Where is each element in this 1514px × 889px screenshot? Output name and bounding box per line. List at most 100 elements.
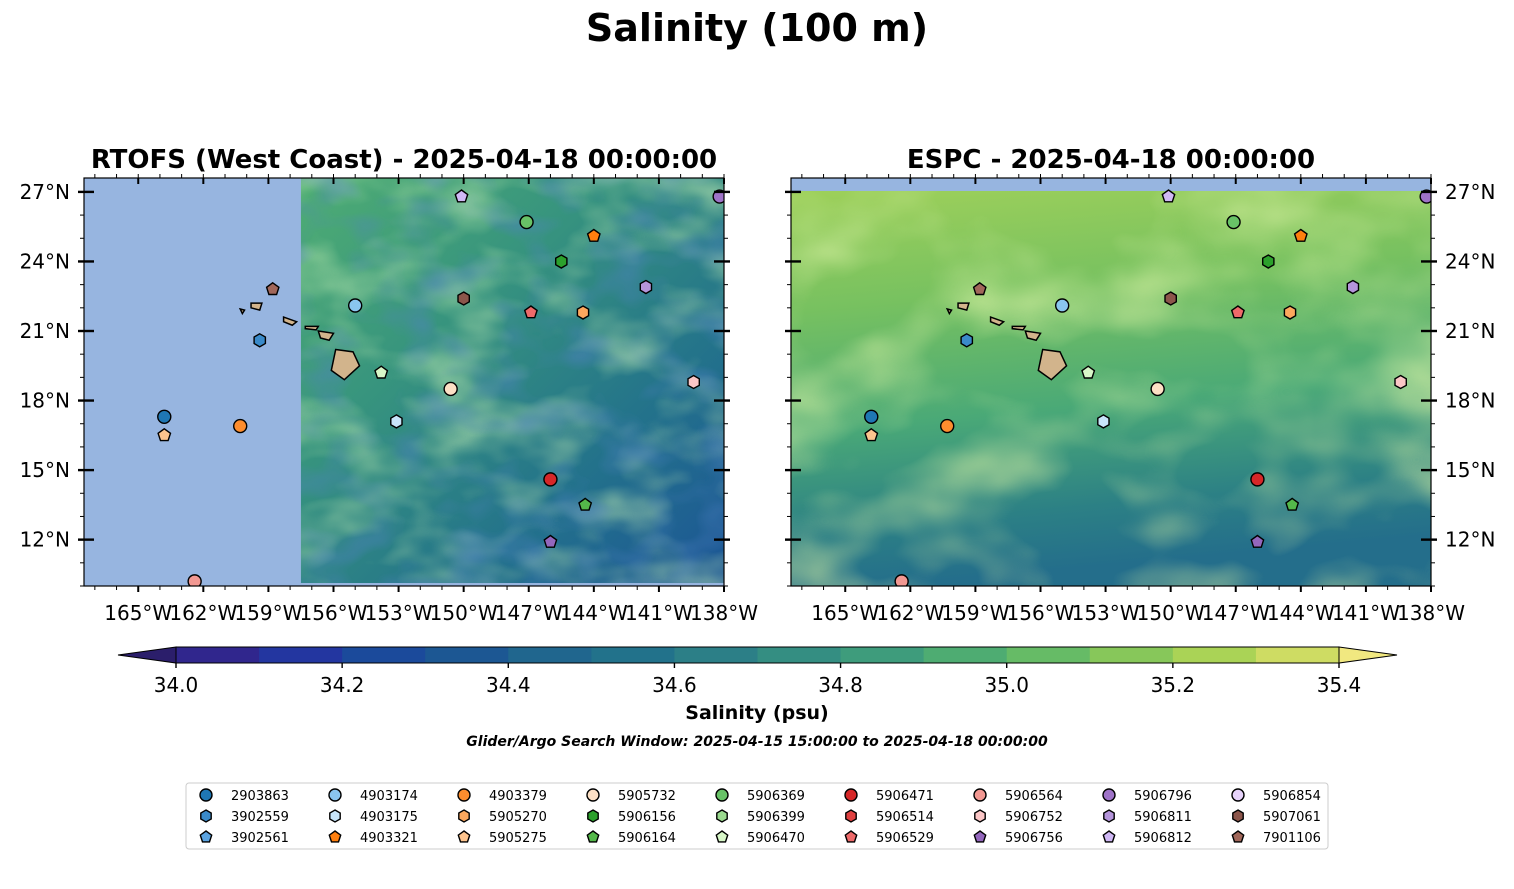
float-marker-5905275 — [864, 427, 879, 442]
legend-marker-icon — [586, 788, 600, 802]
colorbar-bin — [342, 647, 426, 663]
legend-label: 5905732 — [618, 789, 676, 804]
rtofs-map — [84, 178, 724, 586]
x-tick-label: 162°W — [876, 601, 944, 625]
legend-item-5907061: 5907061 — [1232, 809, 1321, 825]
legend-marker-icon — [716, 809, 728, 823]
legend-marker-icon — [328, 830, 342, 843]
legend-marker-icon — [458, 809, 470, 823]
espc-map — [791, 178, 1431, 586]
rtofs-hawaii-islands — [238, 302, 361, 381]
legend-label: 3902561 — [231, 831, 289, 846]
float-marker-5906564 — [187, 574, 202, 586]
float-marker-4903321 — [586, 228, 601, 242]
espc-frame — [790, 177, 1432, 587]
x-tick-label: 156°W — [300, 601, 368, 625]
legend-marker-icon — [973, 788, 987, 802]
espc-salinity-field — [791, 191, 1431, 586]
float-marker-5906470 — [374, 365, 389, 379]
x-tick-label: 144°W — [1267, 601, 1335, 625]
float-marker-5906529 — [523, 305, 538, 319]
legend-label: 4903379 — [489, 789, 547, 804]
legend-label: 5907061 — [1263, 810, 1321, 825]
legend-marker-icon — [1103, 809, 1115, 823]
legend-item-5906756: 5906756 — [973, 830, 1063, 846]
float-marker-5906796 — [712, 189, 724, 204]
rtofs-y-axis: 27°N 24°N 21°N 18°N 15°N 12°N — [20, 180, 730, 587]
colorbar-tick-label: 34.6 — [652, 673, 697, 697]
float-marker-5906752 — [687, 374, 700, 390]
legend-marker-icon — [973, 830, 987, 843]
float-marker-5906164 — [1285, 497, 1300, 511]
y-tick-label: 18°N — [1445, 389, 1495, 413]
legend-label: 5906796 — [1134, 789, 1192, 804]
colorbar-bin — [425, 647, 509, 663]
legend-marker-icon — [457, 830, 471, 843]
y-tick-label: 12°N — [20, 528, 70, 552]
float-marker-2903863 — [864, 409, 879, 424]
colorbar-bin — [923, 647, 1008, 663]
legend-item-5906564: 5906564 — [973, 788, 1063, 804]
float-marker-5906529 — [1230, 305, 1245, 319]
legend-marker-icon — [844, 788, 858, 802]
legend-item-5906470: 5906470 — [715, 830, 805, 846]
legend-label: 5906529 — [876, 831, 934, 846]
espc-float-markers — [864, 189, 1431, 586]
legend-label: 5906164 — [618, 831, 676, 846]
x-tick-label: 153°W — [1072, 601, 1140, 625]
y-tick-label: 21°N — [1445, 319, 1495, 343]
legend-label: 5906752 — [1005, 810, 1063, 825]
legend-item-5906811: 5906811 — [1103, 809, 1192, 825]
espc-panel-title: ESPC - 2025-04-18 00:00:00 — [907, 145, 1315, 175]
legend-item-5906164: 5906164 — [586, 830, 676, 846]
legend-label: 4903321 — [360, 831, 418, 846]
colorbar-bin — [1172, 647, 1257, 663]
oahu-island — [282, 316, 299, 327]
legend-item-3902559: 3902559 — [200, 809, 289, 825]
legend-item-5906369: 5906369 — [715, 788, 805, 804]
float-marker-5906811 — [1346, 279, 1360, 295]
float-marker-4903174 — [1054, 298, 1070, 313]
float-marker-5906164 — [578, 497, 593, 511]
float-marker-5906470 — [1081, 365, 1096, 379]
legend-label: 4903175 — [360, 810, 418, 825]
colorbar-bin — [1006, 647, 1091, 663]
legend-item-5905270: 5905270 — [458, 809, 547, 825]
legend-item-4903321: 4903321 — [328, 830, 418, 846]
kauai-island — [250, 302, 263, 312]
legend-item-5906156: 5906156 — [587, 809, 676, 825]
hawaii-big-island — [330, 348, 361, 381]
float-marker-5907061 — [1164, 291, 1178, 306]
float-marker-5905270 — [576, 305, 590, 320]
legend-label: 5906514 — [876, 810, 934, 825]
y-tick-label: 24°N — [1445, 249, 1495, 273]
niihau-island — [945, 307, 953, 316]
figure-title: Salinity (100 m) — [585, 6, 929, 50]
colorbar-tick-label: 35.2 — [1151, 673, 1196, 697]
float-marker-7901106 — [972, 281, 987, 296]
x-tick-label: 150°W — [430, 601, 498, 625]
legend-marker-icon — [715, 788, 729, 802]
y-tick-label: 27°N — [20, 180, 70, 204]
x-tick-label: 141°W — [1332, 601, 1400, 625]
float-marker-5906471 — [543, 472, 558, 487]
float-marker-5905732 — [443, 381, 458, 397]
float-marker-5906564 — [894, 574, 909, 586]
legend-item-5906752: 5906752 — [974, 809, 1063, 825]
colorbar-tick-label: 35.4 — [1317, 673, 1362, 697]
legend-marker-icon — [844, 830, 858, 843]
espc-panel: ESPC - 2025-04-18 00:00:00 165°W162°W159… — [785, 145, 1495, 625]
x-tick-label: 144°W — [560, 601, 628, 625]
espc-hawaii-islands — [945, 302, 1068, 381]
search-window-note: Glider/Argo Search Window: 2025-04-15 15… — [466, 734, 1048, 750]
colorbar-bin — [508, 647, 592, 663]
float-marker-5905275 — [157, 427, 172, 442]
legend-marker-icon — [199, 830, 213, 843]
molokai-island — [1011, 325, 1027, 331]
colorbar-tick-label: 34.8 — [818, 673, 863, 697]
float-marker-4903175 — [390, 414, 403, 429]
float-marker-5906811 — [639, 279, 653, 295]
colorbar-extend-high — [1338, 646, 1398, 664]
legend-label: 5906756 — [1005, 831, 1063, 846]
